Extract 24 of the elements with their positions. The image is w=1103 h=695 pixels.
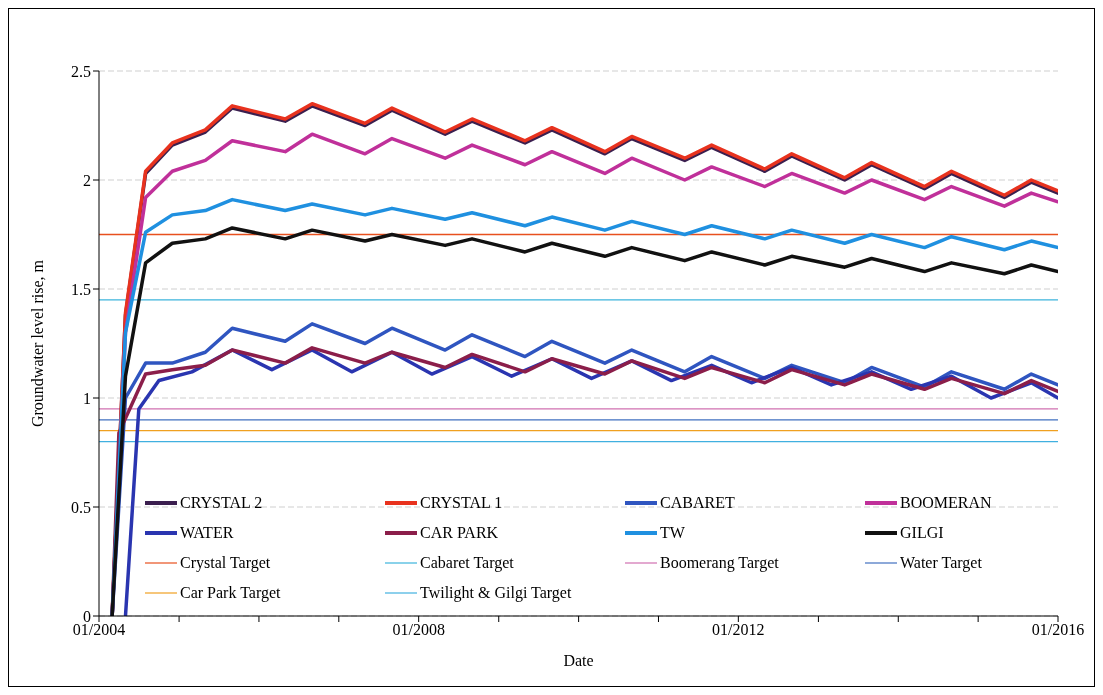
legend-label: Car Park Target	[180, 584, 281, 602]
legend-label: CRYSTAL 2	[180, 494, 263, 512]
y-axis-title: Groundwater level rise, m	[28, 259, 46, 428]
legend-label: BOOMERAN	[900, 494, 992, 512]
y-tick-label: 0.5	[71, 498, 91, 516]
x-tick-label: 01/2008	[392, 621, 445, 639]
legend-label: GILGI	[900, 524, 944, 542]
legend-label: Crystal Target	[180, 554, 271, 572]
y-tick-label: 1	[83, 389, 91, 407]
x-axis-title: Date	[563, 652, 594, 669]
legend-label: CABARET	[660, 494, 735, 512]
y-tick-label: 1.5	[71, 280, 91, 298]
y-tick-label: 2	[83, 171, 91, 189]
y-tick-label: 2.5	[71, 62, 91, 80]
legend-label: Boomerang Target	[660, 554, 779, 572]
legend-label: Twilight & Gilgi Target	[420, 584, 572, 602]
x-tick-label: 01/2016	[1031, 621, 1085, 639]
x-tick-label: 01/2012	[712, 621, 765, 639]
legend-label: TW	[660, 524, 685, 542]
legend-label: CRYSTAL 1	[420, 494, 503, 512]
legend-label: Water Target	[900, 554, 982, 572]
legend-label: CAR PARK	[420, 524, 499, 542]
legend-label: WATER	[180, 524, 234, 542]
legend-label: Cabaret Target	[420, 554, 514, 572]
